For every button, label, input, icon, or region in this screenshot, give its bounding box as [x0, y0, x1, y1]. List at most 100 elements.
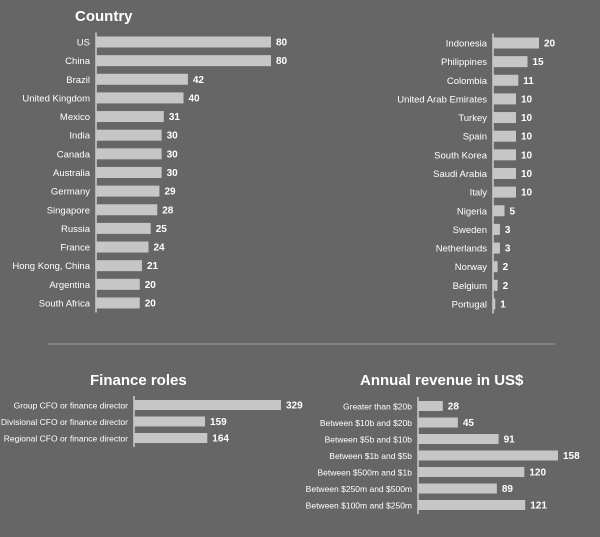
category-label: Between $250m and $500m	[306, 484, 412, 494]
data-label: 10	[521, 113, 533, 124]
category-label: Between $5b and $10b	[325, 435, 413, 445]
bar	[96, 148, 162, 160]
bar	[96, 111, 164, 123]
category-label: Belgium	[453, 281, 487, 292]
data-label: 89	[502, 484, 514, 495]
bar	[493, 279, 498, 291]
data-label: 45	[463, 418, 475, 429]
bar	[418, 450, 558, 461]
data-label: 24	[154, 243, 166, 254]
bar	[96, 55, 271, 67]
category-label: Group CFO or finance director	[14, 401, 128, 411]
category-label: Regional CFO or finance director	[4, 434, 128, 444]
data-label: 30	[167, 131, 179, 142]
bar	[96, 241, 149, 253]
data-label: 40	[189, 93, 201, 104]
data-label: 80	[276, 38, 288, 49]
data-label: 20	[544, 39, 556, 50]
bar	[493, 37, 539, 49]
category-label: Between $100m and $250m	[306, 501, 412, 511]
bar	[493, 93, 516, 105]
bar	[493, 56, 528, 68]
category-label: Mexico	[60, 112, 90, 123]
data-label: 29	[164, 187, 176, 198]
bar	[96, 297, 140, 309]
category-label: Greater than $20b	[343, 402, 412, 412]
category-label: Colombia	[447, 76, 488, 87]
category-label: Philippines	[441, 57, 487, 68]
category-label: France	[60, 243, 90, 254]
category-label: Portugal	[452, 299, 487, 310]
category-label: India	[69, 131, 90, 142]
bar	[96, 185, 160, 197]
bar	[493, 298, 496, 310]
bar	[418, 401, 443, 411]
category-label: Singapore	[47, 205, 90, 216]
data-label: 42	[193, 75, 205, 86]
data-label: 20	[145, 298, 157, 309]
category-label: Turkey	[458, 113, 487, 124]
data-label: 10	[521, 94, 533, 105]
bar	[493, 112, 516, 124]
category-label: Indonesia	[446, 39, 488, 50]
bar	[96, 222, 151, 234]
data-label: 2	[503, 281, 509, 292]
bar	[96, 166, 162, 178]
bar	[134, 416, 206, 427]
data-label: 3	[505, 225, 511, 236]
data-label: 10	[521, 188, 533, 199]
bar	[493, 223, 500, 235]
category-label: Russia	[61, 224, 91, 235]
category-label: Spain	[463, 132, 487, 143]
data-label: 159	[210, 417, 227, 428]
data-label: 120	[529, 468, 546, 479]
category-label: Norway	[455, 262, 487, 273]
data-label: 121	[530, 501, 547, 512]
data-label: 329	[286, 401, 303, 412]
bar	[493, 149, 516, 161]
category-label: China	[65, 56, 91, 67]
data-label: 91	[504, 435, 516, 446]
bar	[96, 204, 158, 216]
bar	[493, 74, 519, 86]
data-label: 21	[147, 261, 159, 272]
category-label: Germany	[51, 187, 90, 198]
bar	[96, 278, 140, 290]
bar	[493, 261, 498, 273]
chart-title: Finance roles	[90, 372, 187, 389]
category-label: United Arab Emirates	[397, 94, 487, 105]
category-label: Canada	[57, 149, 91, 160]
category-label: Hong Kong, China	[12, 261, 90, 272]
bar	[96, 36, 271, 48]
category-label: South Korea	[434, 150, 488, 161]
bar	[134, 433, 208, 443]
data-label: 25	[156, 224, 168, 235]
category-label: Between $500m and $1b	[317, 468, 412, 478]
data-label: 10	[521, 169, 533, 180]
data-label: 158	[563, 451, 580, 462]
data-label: 164	[212, 434, 229, 445]
data-label: 30	[167, 149, 179, 160]
category-label: Australia	[53, 168, 91, 179]
category-label: United Kingdom	[22, 93, 90, 104]
data-label: 11	[523, 76, 534, 87]
category-label: Sweden	[453, 225, 487, 236]
data-label: 28	[448, 402, 460, 413]
category-label: Brazil	[66, 75, 90, 86]
category-label: Saudi Arabia	[433, 169, 488, 180]
data-label: 15	[533, 57, 545, 68]
category-label: Argentina	[49, 280, 90, 291]
bar	[493, 167, 516, 179]
bar	[96, 129, 162, 141]
data-label: 10	[521, 132, 533, 143]
data-label: 30	[167, 168, 179, 179]
bar	[493, 130, 516, 142]
category-label: Netherlands	[436, 244, 487, 255]
data-label: 20	[145, 280, 157, 291]
bar	[96, 73, 188, 85]
chart-title: Country	[75, 8, 133, 25]
bar	[418, 417, 458, 428]
category-label: Between $1b and $5b	[329, 451, 412, 461]
category-label: Divisional CFO or finance director	[1, 417, 128, 427]
